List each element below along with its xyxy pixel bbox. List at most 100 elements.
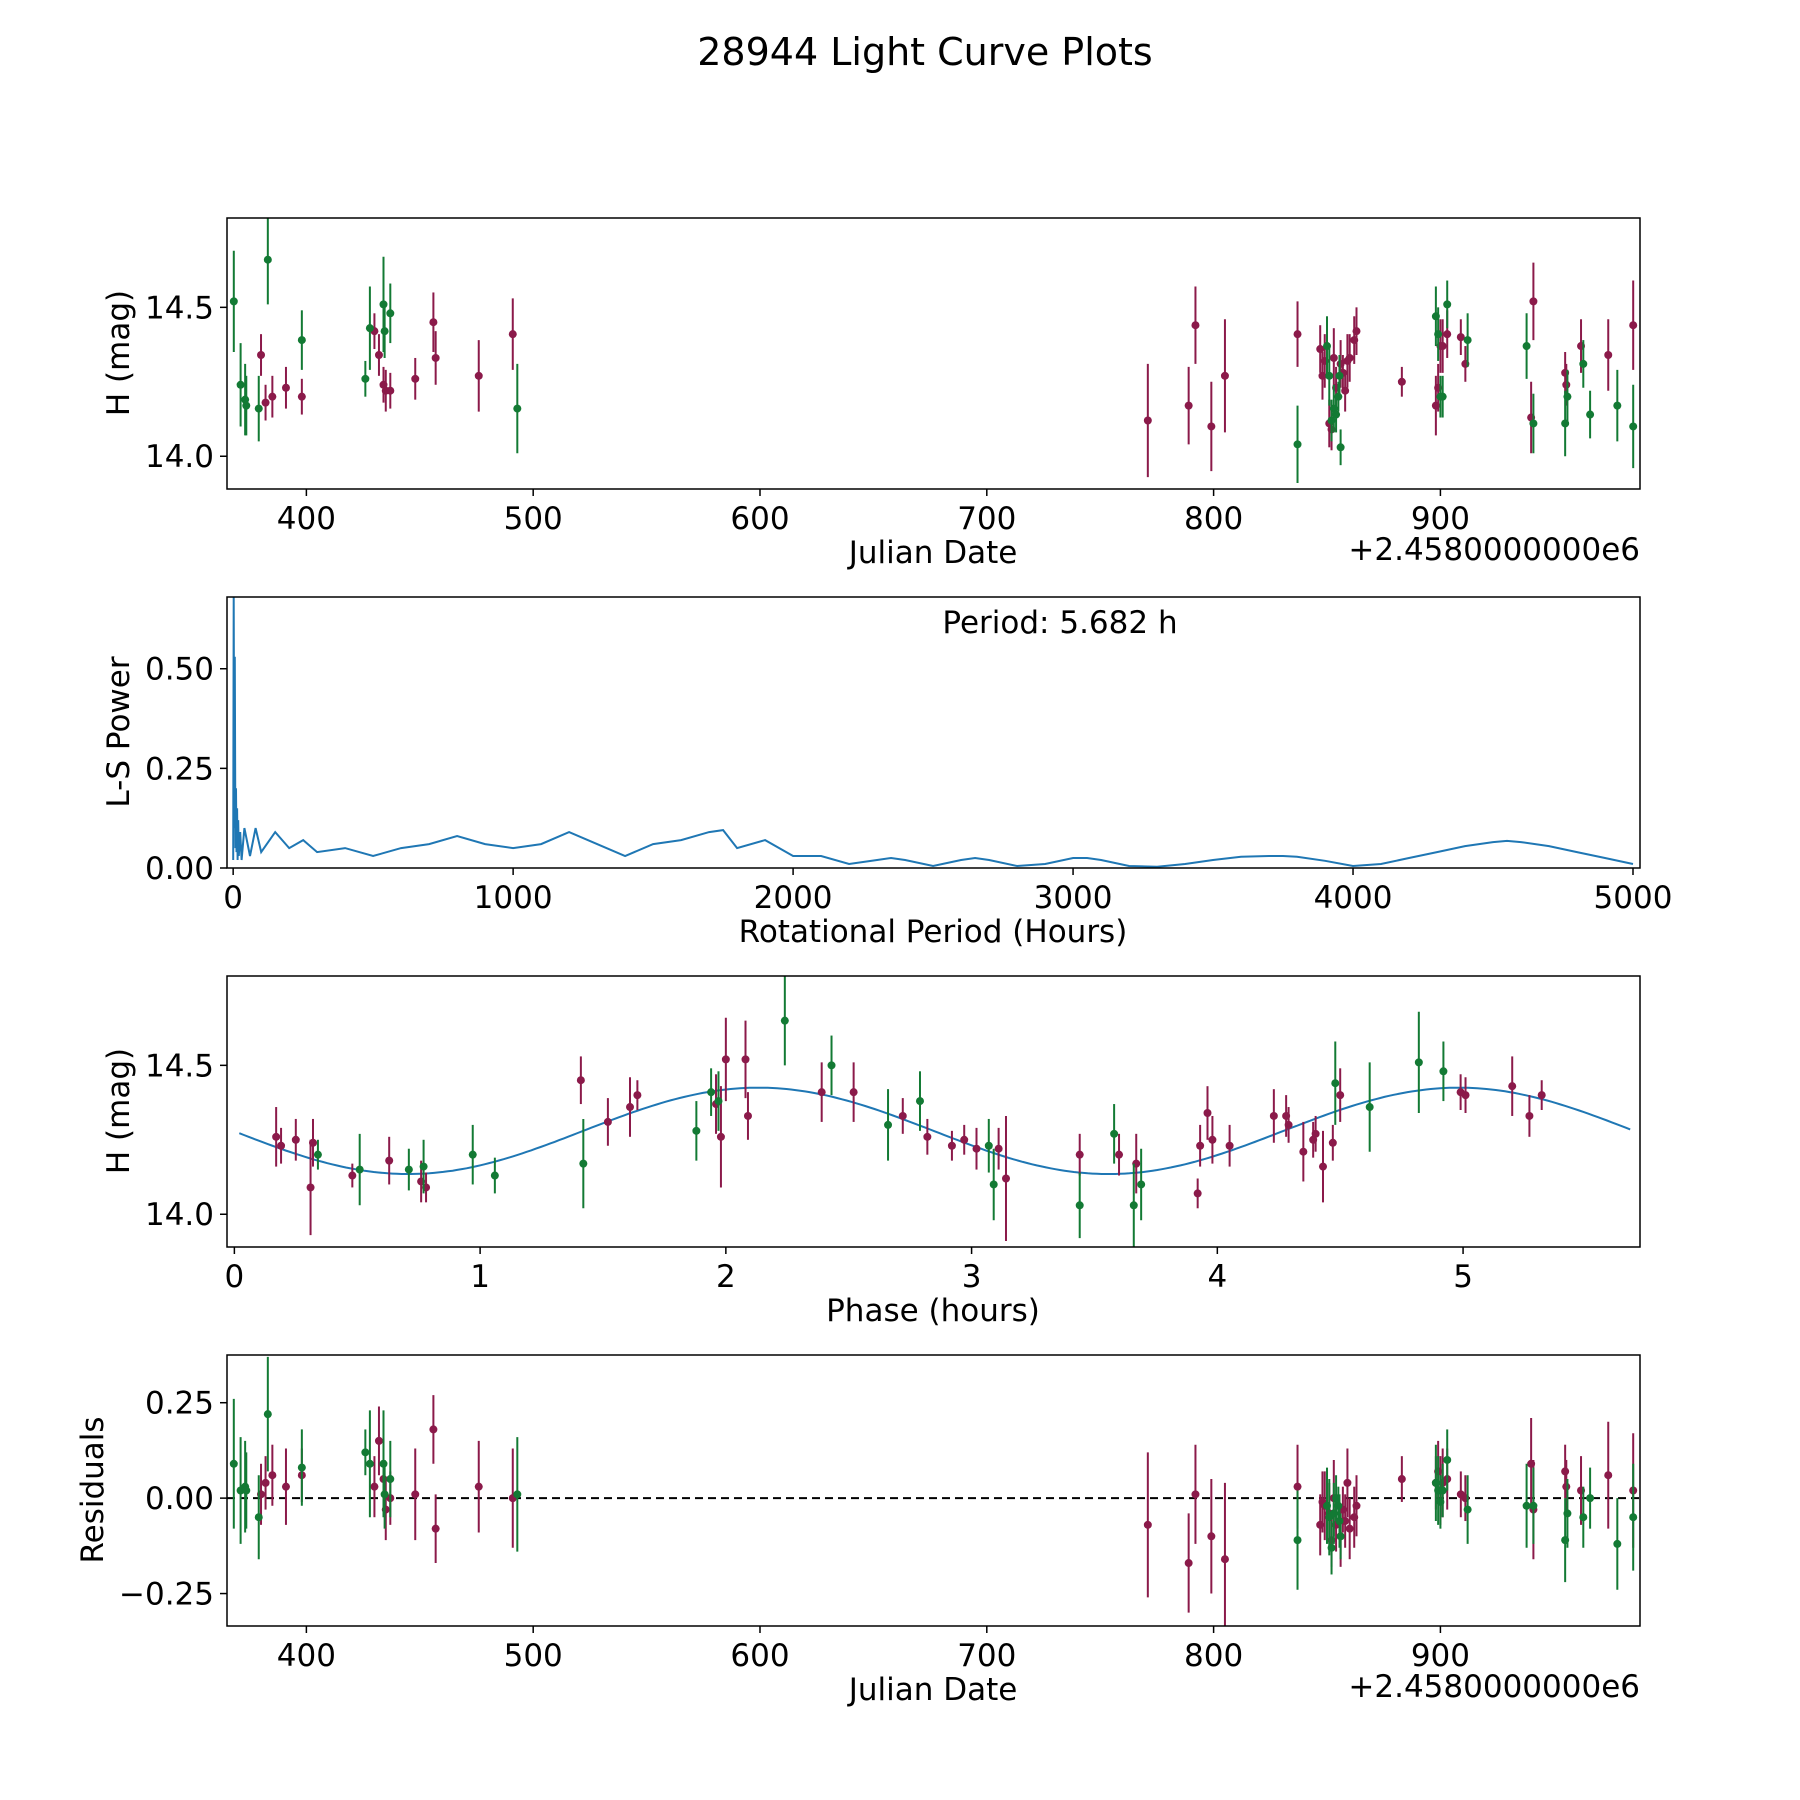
filter-1-data-point	[374, 1436, 383, 1445]
filter-1-data-point	[1318, 1162, 1327, 1171]
x-tick-label: 400	[277, 501, 336, 537]
filter-2-data-point	[386, 309, 395, 318]
filter-1-data-point	[1562, 1482, 1571, 1491]
y-tick-label: 0.00	[145, 851, 214, 887]
filter-2-data-point	[1334, 1501, 1343, 1510]
filter-1-data-point	[281, 383, 290, 392]
x-tick-label: 700	[957, 1638, 1016, 1674]
filter-1-data-point	[1345, 353, 1354, 362]
lightcurve-x-axis-label: Julian Date	[847, 535, 1018, 571]
filter-1-data-point	[898, 1111, 907, 1120]
filter-1-data-point	[268, 1471, 277, 1480]
filter-2-data-point	[404, 1165, 413, 1174]
y-tick-label: 0.25	[145, 751, 214, 787]
x-tick-label: 500	[504, 1638, 563, 1674]
filter-1-data-point	[386, 386, 395, 395]
filter-2-data-point	[1438, 392, 1447, 401]
filter-2-data-point	[1443, 300, 1452, 309]
filter-1-data-point	[743, 1111, 752, 1120]
filter-1-data-point	[261, 1478, 270, 1487]
filter-1-data-point	[633, 1091, 642, 1100]
filter-2-data-point	[1529, 1501, 1538, 1510]
sinusoid-model-curve	[238, 1086, 1631, 1175]
filter-2-data-point	[380, 327, 389, 336]
filter-2-data-point	[386, 1475, 395, 1484]
lightcurve-plot-area	[229, 218, 1638, 484]
filter-2-data-point	[263, 1410, 272, 1419]
x-tick-label: 600	[730, 501, 789, 537]
filter-2-data-point	[1129, 1201, 1138, 1210]
filter-1-data-point	[994, 1144, 1003, 1153]
filter-1-data-point	[306, 1183, 315, 1192]
filter-1-data-point	[1203, 1108, 1212, 1117]
filter-1-data-point	[411, 1490, 420, 1499]
filter-1-data-point	[923, 1132, 932, 1141]
y-tick-label: 14.5	[145, 1048, 214, 1084]
filter-2-data-point	[361, 374, 370, 383]
filter-1-data-point	[431, 1524, 440, 1533]
filter-2-data-point	[1586, 1494, 1595, 1503]
filter-2-data-point	[1137, 1180, 1146, 1189]
filter-1-data-point	[1225, 1141, 1234, 1150]
filter-1-data-point	[348, 1171, 357, 1180]
filter-2-data-point	[379, 1459, 388, 1468]
filter-1-data-point	[1184, 401, 1193, 410]
lightcurve-axes-frame	[226, 217, 1641, 490]
filter-2-data-point	[236, 380, 245, 389]
filter-1-data-point	[1443, 330, 1452, 339]
filter-1-data-point	[1143, 416, 1152, 425]
periodogram-data-layer	[232, 597, 1634, 868]
filter-2-data-point	[297, 336, 306, 345]
filter-2-data-point	[1293, 440, 1302, 449]
filter-2-data-point	[242, 1486, 251, 1495]
lightcurve-data-layer	[229, 218, 1638, 484]
x-tick-label: 4000	[1314, 880, 1393, 916]
filter-1-data-point	[1604, 1471, 1613, 1480]
y-tick-label: 14.0	[145, 439, 214, 475]
filter-2-data-point	[1334, 392, 1343, 401]
filter-1-data-point	[1191, 1490, 1200, 1499]
periodogram-power-line	[232, 597, 1634, 868]
x-tick-label: 500	[504, 501, 563, 537]
filter-2-data-point	[380, 1490, 389, 1499]
filter-2-data-point	[1438, 1486, 1447, 1495]
filter-1-data-point	[849, 1088, 858, 1097]
filter-2-data-point	[468, 1150, 477, 1159]
lightcurve-offset-label: +2.4580000000e6	[1348, 532, 1640, 568]
filter-1-data-point	[1508, 1082, 1517, 1091]
filter-2-data-point	[692, 1126, 701, 1135]
filter-1-data-point	[1191, 321, 1200, 330]
filter-1-data-point	[1345, 1524, 1354, 1533]
filter-2-data-point	[579, 1159, 588, 1168]
filter-1-data-point	[972, 1144, 981, 1153]
filter-2-data-point	[313, 1150, 322, 1159]
filter-1-data-point	[1143, 1520, 1152, 1529]
filter-1-data-point	[277, 1141, 286, 1150]
residuals-y-axis-label: Residuals	[75, 1416, 111, 1563]
filter-1-data-point	[1075, 1150, 1084, 1159]
filter-2-data-point	[707, 1088, 716, 1097]
filter-2-data-point	[1563, 392, 1572, 401]
filter-2-data-point	[254, 1513, 263, 1522]
filter-2-data-point	[365, 324, 374, 333]
filter-1-data-point	[374, 350, 383, 359]
filter-1-data-point	[1352, 327, 1361, 336]
filter-1-data-point	[431, 353, 440, 362]
filter-2-data-point	[254, 404, 263, 413]
periodogram-x-axis-label: Rotational Period (Hours)	[739, 914, 1128, 950]
x-tick-label: 3	[962, 1259, 982, 1295]
filter-2-data-point	[1579, 359, 1588, 368]
filter-2-data-point	[229, 297, 238, 306]
filter-1-data-point	[1207, 422, 1216, 431]
x-tick-label: 1000	[474, 880, 553, 916]
filter-2-data-point	[1629, 1513, 1638, 1522]
filter-1-data-point	[1207, 1532, 1216, 1541]
filter-2-data-point	[490, 1171, 499, 1180]
filter-1-data-point	[1184, 1559, 1193, 1568]
filter-1-data-point	[1269, 1111, 1278, 1120]
residuals-panel: 400 500 600 700 800 900 −0.25 0.00 0.25 Julian D…	[75, 1354, 1641, 1708]
filter-2-data-point	[780, 1016, 789, 1025]
filter-1-data-point	[1193, 1189, 1202, 1198]
filter-1-data-point	[281, 1482, 290, 1491]
